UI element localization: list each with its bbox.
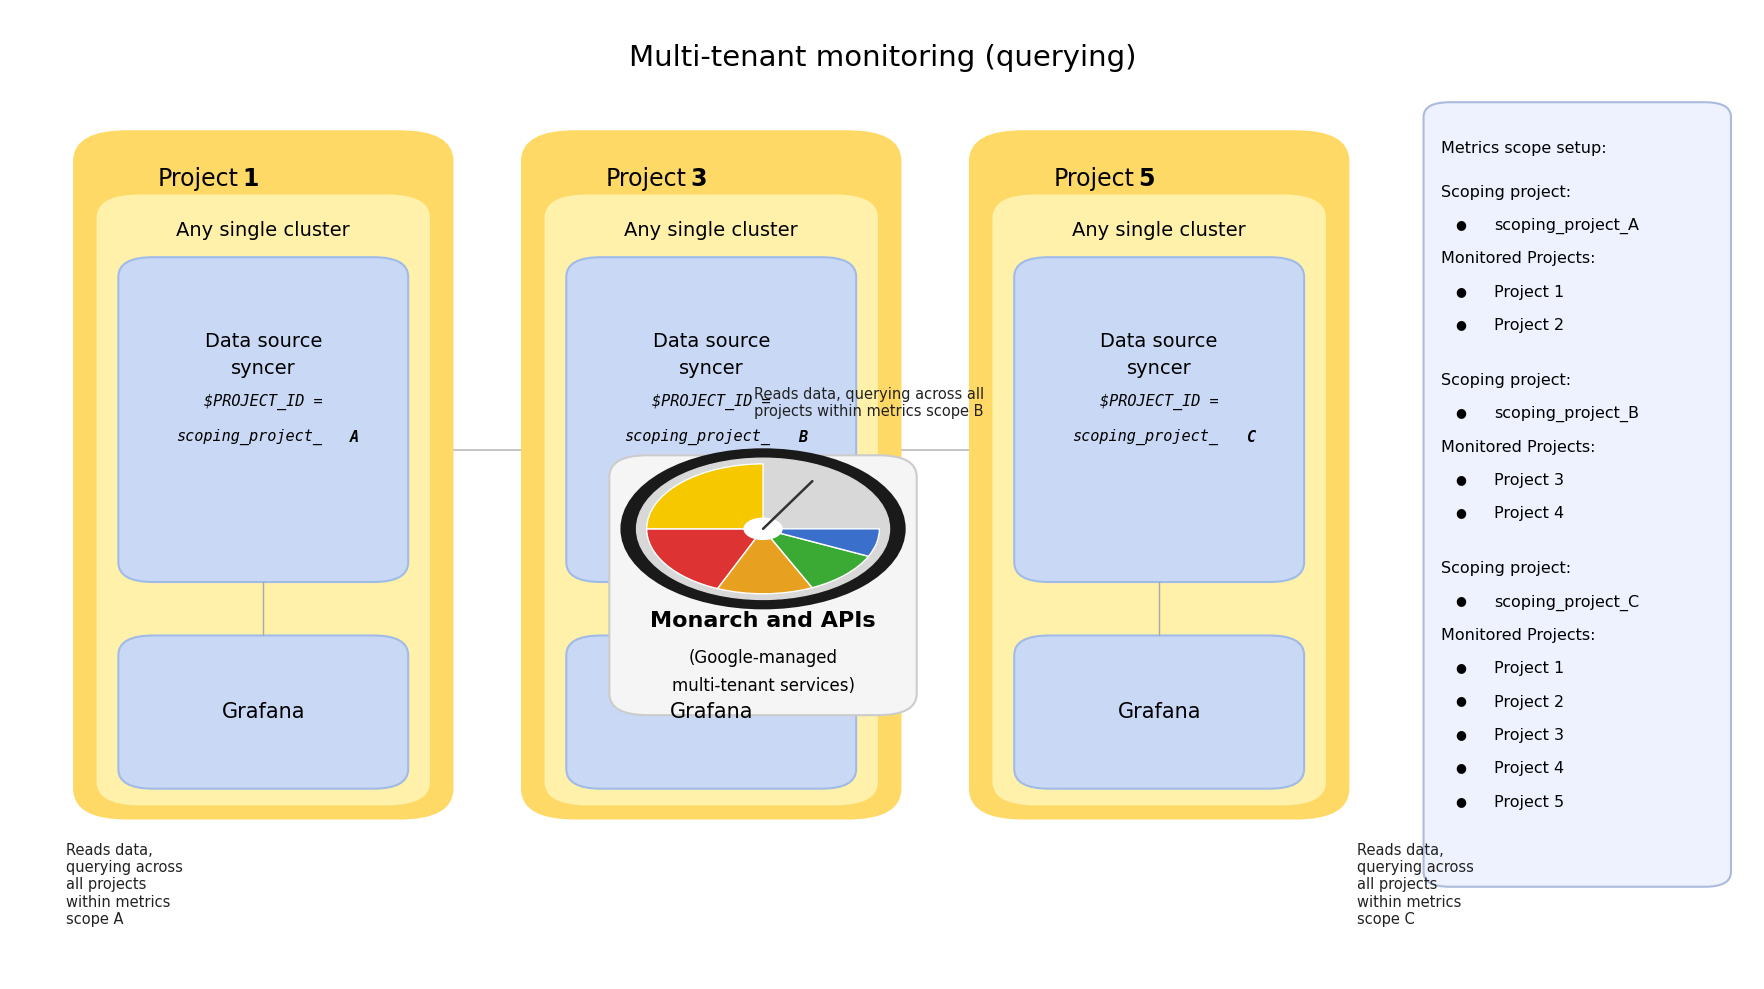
Text: Monitored Projects:: Monitored Projects: xyxy=(1439,628,1595,643)
FancyBboxPatch shape xyxy=(118,636,407,788)
Text: Scoping project:: Scoping project: xyxy=(1439,561,1570,577)
Text: Project: Project xyxy=(157,167,238,191)
Text: Grafana: Grafana xyxy=(222,702,305,722)
Text: $PROJECT_ID =: $PROJECT_ID = xyxy=(205,394,323,410)
FancyBboxPatch shape xyxy=(566,257,856,582)
Text: Any single cluster: Any single cluster xyxy=(1073,222,1245,240)
Text: scoping_project_: scoping_project_ xyxy=(624,429,769,445)
Text: Project 1: Project 1 xyxy=(1492,662,1563,676)
Text: ●: ● xyxy=(1454,694,1466,707)
Text: Project 3: Project 3 xyxy=(1492,473,1563,488)
Text: $PROJECT_ID =: $PROJECT_ID = xyxy=(651,394,771,410)
Text: B: B xyxy=(797,430,806,445)
Text: ●: ● xyxy=(1454,318,1466,331)
Text: Project 2: Project 2 xyxy=(1492,694,1563,709)
Text: Metrics scope setup:: Metrics scope setup: xyxy=(1439,141,1605,156)
Text: Data source: Data source xyxy=(205,331,321,351)
Text: A: A xyxy=(349,430,360,445)
Text: Project 1: Project 1 xyxy=(1492,285,1563,300)
FancyBboxPatch shape xyxy=(543,194,878,806)
Text: Reads data,
querying across
all projects
within metrics
scope C: Reads data, querying across all projects… xyxy=(1357,843,1473,928)
Text: scoping_project_: scoping_project_ xyxy=(1071,429,1217,445)
Text: Any single cluster: Any single cluster xyxy=(624,222,797,240)
Text: $PROJECT_ID =: $PROJECT_ID = xyxy=(1099,394,1217,410)
Text: syncer: syncer xyxy=(679,359,743,378)
Text: ●: ● xyxy=(1454,406,1466,419)
Text: Project: Project xyxy=(605,167,686,191)
Text: Project 3: Project 3 xyxy=(1492,728,1563,743)
FancyBboxPatch shape xyxy=(566,636,856,788)
Wedge shape xyxy=(646,464,762,529)
Text: ●: ● xyxy=(1454,762,1466,774)
Text: ●: ● xyxy=(1454,218,1466,231)
Text: syncer: syncer xyxy=(231,359,296,378)
Text: C: C xyxy=(1245,430,1254,445)
Text: Monitored Projects:: Monitored Projects: xyxy=(1439,439,1595,455)
Text: Data source: Data source xyxy=(1101,331,1217,351)
Text: 1: 1 xyxy=(242,167,258,191)
Wedge shape xyxy=(762,529,878,556)
Text: Multi-tenant monitoring (querying): Multi-tenant monitoring (querying) xyxy=(628,45,1136,72)
Text: ●: ● xyxy=(1454,594,1466,607)
Text: ●: ● xyxy=(1454,285,1466,298)
Text: Project 4: Project 4 xyxy=(1492,506,1563,521)
Circle shape xyxy=(637,458,889,599)
Text: Reads data, querying across all
projects within metrics scope B: Reads data, querying across all projects… xyxy=(753,387,984,419)
Text: (Google-managed: (Google-managed xyxy=(688,649,838,668)
Text: ●: ● xyxy=(1454,728,1466,741)
Wedge shape xyxy=(718,529,811,593)
FancyBboxPatch shape xyxy=(609,455,916,715)
Text: Grafana: Grafana xyxy=(1117,702,1200,722)
Wedge shape xyxy=(646,529,762,588)
Text: Data source: Data source xyxy=(653,331,769,351)
FancyBboxPatch shape xyxy=(991,194,1327,806)
Text: 5: 5 xyxy=(1138,167,1154,191)
Text: Grafana: Grafana xyxy=(669,702,753,722)
FancyBboxPatch shape xyxy=(95,194,430,806)
Text: Project 4: Project 4 xyxy=(1492,762,1563,776)
Text: 3: 3 xyxy=(690,167,706,191)
Text: Monarch and APIs: Monarch and APIs xyxy=(649,611,875,631)
Text: ●: ● xyxy=(1454,473,1466,486)
Text: scoping_project_B: scoping_project_B xyxy=(1492,406,1639,422)
FancyBboxPatch shape xyxy=(74,132,452,818)
Text: Scoping project:: Scoping project: xyxy=(1439,373,1570,388)
Text: ●: ● xyxy=(1454,506,1466,519)
Text: ●: ● xyxy=(1454,662,1466,674)
Text: Any single cluster: Any single cluster xyxy=(176,222,349,240)
Text: Project 2: Project 2 xyxy=(1492,318,1563,333)
Text: scoping_project_: scoping_project_ xyxy=(176,429,323,445)
FancyBboxPatch shape xyxy=(1424,102,1730,887)
FancyBboxPatch shape xyxy=(522,132,900,818)
FancyBboxPatch shape xyxy=(118,257,407,582)
Circle shape xyxy=(623,450,903,607)
Text: ●: ● xyxy=(1454,794,1466,808)
Text: scoping_project_C: scoping_project_C xyxy=(1492,594,1639,611)
FancyBboxPatch shape xyxy=(970,132,1348,818)
Text: Monitored Projects:: Monitored Projects: xyxy=(1439,251,1595,266)
Text: scoping_project_A: scoping_project_A xyxy=(1492,218,1639,234)
Text: multi-tenant services): multi-tenant services) xyxy=(670,676,854,694)
Circle shape xyxy=(744,518,781,539)
Text: Reads data,
querying across
all projects
within metrics
scope A: Reads data, querying across all projects… xyxy=(65,843,182,928)
Wedge shape xyxy=(762,529,868,587)
Text: Scoping project:: Scoping project: xyxy=(1439,185,1570,200)
FancyBboxPatch shape xyxy=(1014,636,1304,788)
Text: Project: Project xyxy=(1053,167,1134,191)
Text: syncer: syncer xyxy=(1125,359,1191,378)
FancyBboxPatch shape xyxy=(1014,257,1304,582)
Text: Project 5: Project 5 xyxy=(1492,794,1563,810)
